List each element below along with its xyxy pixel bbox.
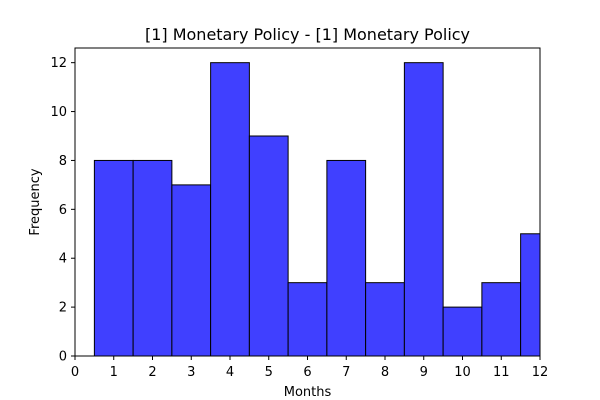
bar-month-1 (93, 159, 134, 357)
x-axis-label: Months (284, 385, 332, 400)
x-tick-label: 11 (493, 365, 510, 380)
plot-area-frame (74, 47, 541, 357)
y-tick-label: 4 (59, 252, 67, 267)
x-tick-label: 4 (226, 365, 234, 380)
x-tick-label: 6 (303, 365, 311, 380)
bar-month-4 (210, 62, 250, 357)
y-tick-label: 12 (50, 56, 67, 71)
bar-month-10 (442, 306, 483, 357)
y-tick-label: 0 (59, 350, 67, 365)
y-tick-label: 2 (59, 301, 67, 316)
chart-title: [1] Monetary Policy - [1] Monetary Polic… (145, 25, 470, 44)
bars-group (93, 62, 541, 357)
bar-month-9 (403, 62, 444, 357)
x-tick-label: 1 (110, 365, 118, 380)
bar-month-12 (520, 233, 541, 357)
y-axis-ticks: 0 2 4 6 8 10 12 (50, 56, 75, 365)
x-tick-label: 8 (381, 365, 389, 380)
bar-month-6 (287, 282, 328, 357)
bar-month-11 (481, 282, 522, 357)
y-tick-label: 10 (50, 105, 67, 120)
bar-month-2 (132, 159, 173, 357)
x-axis-ticks: 0 1 2 3 4 5 6 7 8 9 10 11 12 (71, 356, 548, 380)
bar-month-5 (248, 135, 289, 357)
x-tick-label: 9 (420, 365, 428, 380)
x-tick-label: 3 (187, 365, 195, 380)
x-tick-label: 0 (71, 365, 79, 380)
bar-month-7 (326, 159, 367, 357)
y-tick-label: 8 (59, 154, 67, 169)
bar-month-8 (365, 282, 405, 357)
x-tick-label: 12 (532, 365, 549, 380)
x-tick-label: 2 (148, 365, 156, 380)
y-tick-label: 6 (59, 203, 67, 218)
x-tick-label: 5 (265, 365, 273, 380)
x-tick-label: 7 (342, 365, 350, 380)
x-tick-label: 10 (454, 365, 471, 380)
bar-month-3 (171, 184, 212, 357)
y-axis-label: Frequency (28, 168, 43, 235)
